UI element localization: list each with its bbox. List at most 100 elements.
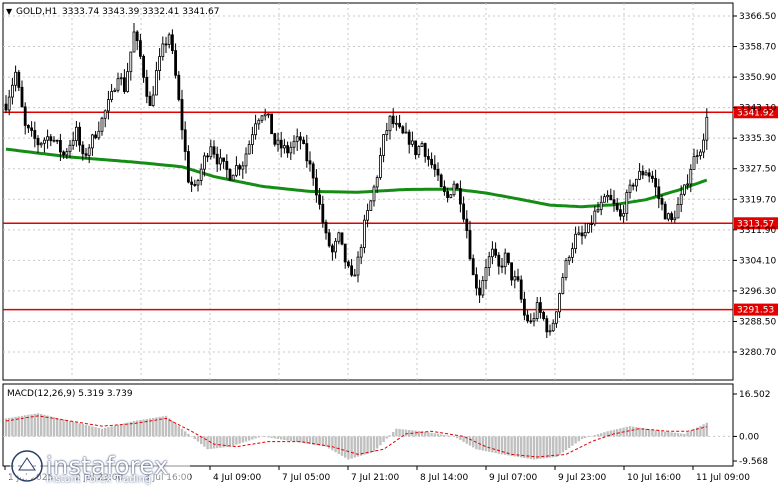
- candle-body: [558, 293, 561, 313]
- time-tick-label: 7 Jul 05:00: [282, 473, 331, 483]
- candle: [410, 131, 414, 148]
- candle: [359, 244, 363, 265]
- candle-body: [94, 134, 97, 139]
- candle: [174, 43, 178, 79]
- macd-signal-line: [5, 415, 707, 458]
- macd-bar: [299, 436, 302, 443]
- candle-body: [75, 126, 78, 141]
- candle: [126, 62, 129, 93]
- candle: [593, 205, 597, 227]
- candle: [33, 121, 37, 148]
- macd-bar: [212, 436, 216, 449]
- candle: [75, 121, 78, 147]
- macd-bar: [612, 429, 616, 437]
- ohlc-values: 3333.74 3343.39 3332.41 3341.67: [62, 7, 219, 17]
- macd-bar: [648, 429, 651, 437]
- macd-bar: [273, 436, 276, 439]
- candle: [647, 168, 651, 183]
- macd-tick-label: 16.502: [739, 390, 771, 400]
- candle-body: [686, 183, 689, 186]
- macd-bar: [296, 436, 299, 443]
- candle: [260, 115, 264, 123]
- macd-bar: [600, 433, 603, 437]
- macd-bar: [465, 436, 468, 444]
- price-tick-label: 3358.70: [739, 43, 776, 53]
- candle: [487, 251, 491, 277]
- macd-bar: [420, 431, 424, 437]
- candle-body: [574, 233, 577, 250]
- candle: [471, 254, 475, 276]
- candle-body: [654, 178, 657, 188]
- macd-bar: [702, 424, 705, 437]
- candle: [394, 115, 398, 131]
- macd-bar: [564, 436, 568, 451]
- chart-menu-icon[interactable]: ▼: [6, 7, 13, 16]
- candle: [506, 252, 510, 266]
- time-tick-label: 11 Jul 09:00: [696, 473, 750, 483]
- candle: [68, 140, 72, 158]
- candle-body: [327, 232, 331, 247]
- candle: [305, 134, 309, 168]
- candle: [116, 72, 120, 93]
- macd-bar: [558, 436, 561, 455]
- macd-bar: [139, 419, 142, 437]
- candle-body: [497, 254, 501, 267]
- macd-bar: [644, 428, 648, 437]
- macd-bar: [680, 433, 683, 437]
- candle-body: [545, 318, 549, 333]
- candle: [161, 36, 165, 61]
- macd-bar: [315, 436, 318, 446]
- candle-body: [603, 196, 606, 203]
- candle-body: [535, 302, 539, 319]
- macd-bar: [206, 436, 209, 450]
- candle-body: [484, 267, 488, 281]
- candle-body: [202, 155, 206, 170]
- macd-bar: [65, 420, 68, 437]
- macd-bar: [392, 432, 395, 437]
- candle-body: [222, 157, 226, 162]
- macd-bar: [136, 420, 139, 437]
- candle: [30, 121, 34, 137]
- candle: [81, 141, 85, 161]
- candle-body: [388, 115, 392, 132]
- macd-bar: [123, 423, 126, 437]
- candle-body: [362, 219, 366, 248]
- watermark-tagline: Instant Forex Trading: [46, 474, 152, 485]
- macd-bar: [107, 427, 110, 437]
- candle-body: [97, 130, 101, 139]
- candle-body: [87, 147, 91, 156]
- macd-bar: [408, 429, 411, 437]
- candle-body: [62, 151, 65, 156]
- horizontal-levels[interactable]: 3341.92 3313.57 3291.53: [3, 106, 778, 316]
- candle-body: [606, 194, 609, 198]
- candle: [234, 156, 238, 178]
- candle: [353, 268, 357, 277]
- candle: [327, 229, 331, 248]
- candle: [39, 141, 43, 148]
- candle: [52, 136, 56, 143]
- candle: [107, 90, 110, 120]
- candle-body: [430, 158, 434, 166]
- macd-bar: [539, 436, 542, 459]
- candle-body: [103, 110, 107, 119]
- candle: [23, 102, 27, 135]
- macd-bar: [632, 426, 635, 437]
- candle: [273, 132, 277, 147]
- candle: [119, 72, 123, 86]
- candle: [270, 113, 274, 135]
- candle-body: [471, 258, 475, 276]
- candle: [346, 260, 350, 268]
- candle: [628, 179, 632, 199]
- candle: [94, 130, 97, 140]
- candle-body: [487, 256, 491, 268]
- candle: [702, 133, 705, 159]
- macd-bar: [302, 436, 305, 444]
- candle: [132, 22, 136, 53]
- macd-bar: [430, 432, 433, 437]
- candle-body: [615, 203, 619, 211]
- price-tick-label: 3296.30: [739, 287, 776, 297]
- candle: [369, 199, 373, 211]
- candle-body: [513, 276, 517, 281]
- candle: [71, 131, 75, 150]
